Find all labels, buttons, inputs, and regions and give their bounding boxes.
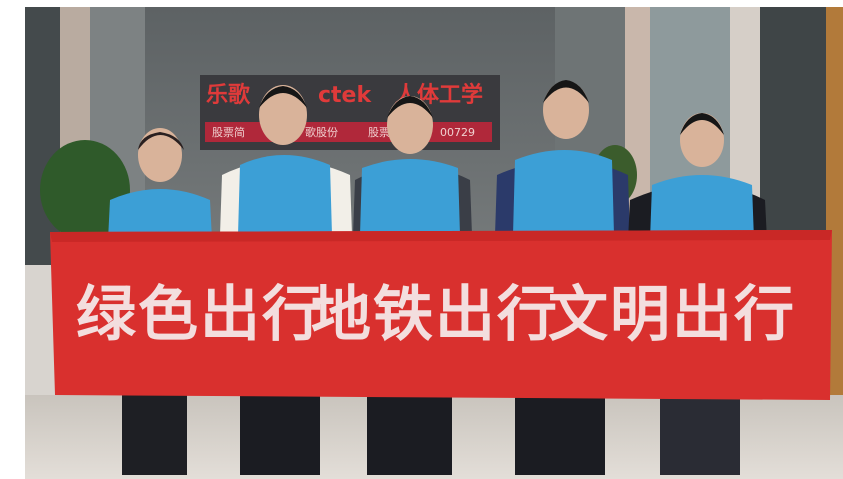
banner-phrase: 地铁出行 [311, 280, 559, 350]
sign-brand-en: ctek [318, 83, 372, 108]
banner-phrase: 文明出行 [548, 280, 796, 350]
sign-ticker: 股票简 [212, 125, 245, 139]
sign-ticker: 歌股份 [305, 125, 338, 139]
company-sign: 乐歌 ctek 人体工学 股票简 歌股份 股票 00729 [200, 75, 500, 150]
sign-brand-cn: 乐歌 [206, 82, 251, 108]
person [628, 113, 767, 475]
person [108, 128, 212, 475]
person [220, 85, 352, 475]
sign-ticker: 股票 [368, 126, 390, 139]
person [353, 96, 472, 475]
person [495, 80, 630, 475]
banner-phrase: 绿色出行 [76, 280, 324, 350]
sign-ticker: 00729 [440, 126, 475, 139]
banner: 绿色出行 地铁出行 文明出行 [50, 230, 832, 400]
people [108, 80, 767, 475]
